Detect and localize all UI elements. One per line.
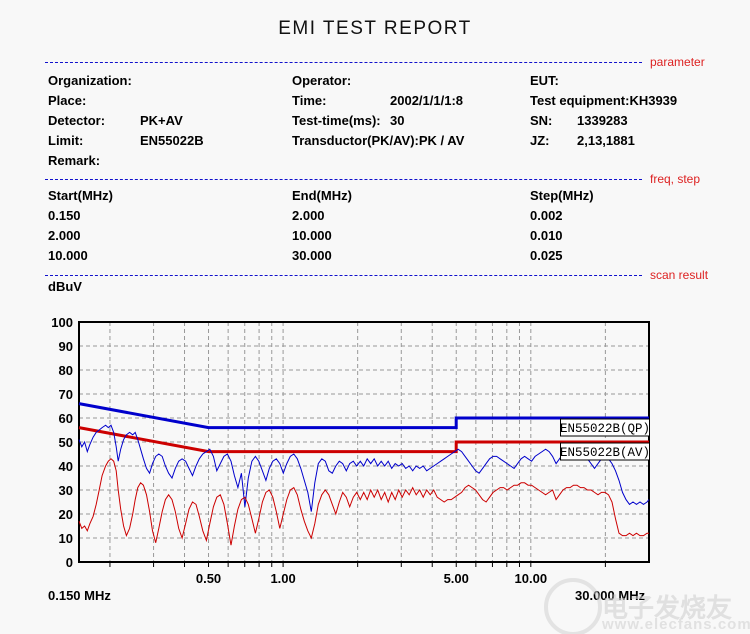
freq-cell: 0.025 — [530, 248, 563, 263]
param-label: EUT: — [530, 73, 559, 88]
legend-box — [560, 418, 650, 437]
separator-parameter — [45, 62, 642, 63]
param-label: Remark: — [48, 153, 101, 168]
param-value: PK / AV — [418, 133, 465, 148]
section-label-freq-step: freq, step — [650, 172, 701, 186]
x-tick-label: 10.00 — [515, 571, 548, 586]
y-tick-label: 90 — [59, 339, 73, 354]
separator-freq-step — [45, 179, 642, 180]
param-label: Transductor(PK/AV): — [292, 133, 419, 148]
series-scan-pk — [78, 424, 650, 512]
param-value: 2,13,1881 — [577, 133, 635, 148]
param-limit: Limit: EN55022B — [48, 131, 204, 151]
param-operator: Operator: — [292, 71, 390, 91]
param-jz: JZ: 2,13,1881 — [530, 131, 635, 151]
y-axis-unit-label: dBuV — [48, 279, 82, 294]
freq-header-step: Step(MHz) — [530, 188, 594, 203]
x-tick-label: 0.50 — [196, 571, 221, 586]
freq-cell: 10.000 — [292, 228, 332, 243]
freq-cell: 2.000 — [292, 208, 325, 223]
y-tick-label: 70 — [59, 387, 73, 402]
y-tick-label: 80 — [59, 363, 73, 378]
freq-header-end: End(MHz) — [292, 188, 352, 203]
series-limit-av — [78, 426, 649, 454]
param-label: SN: — [530, 113, 553, 128]
param-transductor: Transductor(PK/AV):PK / AV — [292, 131, 464, 151]
freq-cell: 0.010 — [530, 228, 563, 243]
freq-cell: 2.000 — [48, 228, 81, 243]
x-axis-max-label: 30.000 MHz — [575, 588, 646, 603]
freq-cell: 10.000 — [48, 248, 88, 263]
param-organization: Organization: — [48, 71, 140, 91]
freq-cell: 0.150 — [48, 208, 81, 223]
param-label: Place: — [48, 93, 87, 108]
param-label: Detector: — [48, 113, 106, 128]
param-value: KH3939 — [629, 93, 678, 108]
param-value: EN55022B — [140, 133, 204, 148]
param-label: Test-time(ms): — [292, 113, 381, 128]
x-tick-label: 5.00 — [444, 571, 469, 586]
section-label-parameter: parameter — [650, 55, 705, 69]
param-label: Test equipment: — [530, 93, 630, 108]
y-tick-label: 20 — [59, 507, 73, 522]
y-tick-label: 50 — [59, 435, 73, 450]
y-tick-label: 40 — [59, 459, 73, 474]
param-value: 2002/1/1/1:8 — [390, 93, 464, 108]
param-label: JZ: — [530, 133, 550, 148]
param-remark: Remark: — [48, 151, 140, 171]
series-limit-qp — [78, 402, 649, 430]
legend-label: EN55022B(AV) — [560, 446, 650, 460]
param-label: Organization: — [48, 73, 132, 88]
x-tick-label: 1.00 — [270, 571, 295, 586]
freq-cell: 0.002 — [530, 208, 563, 223]
param-eut: EUT: — [530, 71, 577, 91]
x-axis-min-label: 0.150 MHz — [48, 588, 111, 603]
separator-scan-result — [45, 275, 642, 276]
freq-header-start: Start(MHz) — [48, 188, 113, 203]
freq-cell: 30.000 — [292, 248, 332, 263]
legend-label: EN55022B(QP) — [560, 422, 650, 436]
y-tick-label: 30 — [59, 483, 73, 498]
y-tick-label: 60 — [59, 411, 73, 426]
y-tick-label: 100 — [51, 315, 73, 330]
y-tick-label: 0 — [66, 555, 73, 570]
param-detector: Detector: PK+AV — [48, 111, 183, 131]
param-label: Time: — [292, 93, 327, 108]
page-title: EMI TEST REPORT — [278, 18, 472, 39]
section-label-scan-result: scan result — [650, 268, 709, 282]
param-test-time: Test-time(ms): 30 — [292, 111, 404, 131]
param-place: Place: — [48, 91, 140, 111]
param-value: PK+AV — [140, 113, 183, 128]
param-label: Operator: — [292, 73, 352, 88]
y-tick-label: 10 — [59, 531, 73, 546]
param-time: Time: 2002/1/1/1:8 — [292, 91, 463, 111]
param-label: Limit: — [48, 133, 84, 148]
param-value: 1339283 — [577, 113, 628, 128]
scan-chart: EN55022B(QP) EN55022B(AV) 0 10 20 30 40 50 60 70 8… — [51, 315, 650, 586]
param-test-equipment: Test equipment:KH3939 — [530, 91, 677, 111]
legend-box — [560, 442, 650, 461]
param-value: 30 — [390, 113, 405, 128]
series-scan-av — [78, 458, 649, 546]
param-sn: SN: 1339283 — [530, 111, 628, 131]
